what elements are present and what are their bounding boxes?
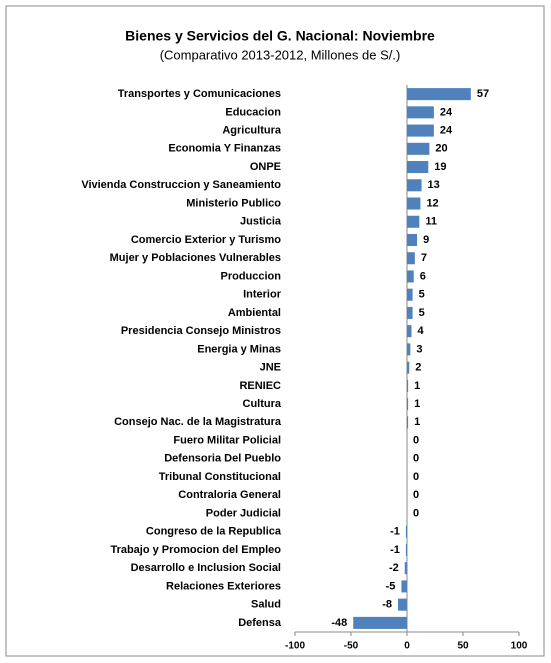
category-label: Defensa [238,617,282,629]
chart-title: Bienes y Servicios del G. Nacional: Novi… [125,28,435,44]
category-label: Interior [243,289,282,301]
bar [404,562,407,575]
bar [407,142,430,155]
value-label: 1 [414,398,420,410]
bar [407,270,414,283]
value-label: 6 [420,270,426,282]
value-label: -1 [390,526,400,538]
x-tick-label: -50 [344,641,359,652]
value-label: 7 [421,252,427,264]
category-label: Ministerio Publico [186,197,281,209]
value-label: 0 [413,453,419,465]
bar [407,179,422,192]
category-label: Poder Judicial [206,507,281,519]
category-label: Fuero Militar Policial [173,434,281,446]
category-label: Transportes y Comunicaciones [118,88,281,100]
value-label: 2 [415,362,421,374]
value-label: 13 [428,179,440,191]
category-label: Desarrollo e Inclusion Social [131,562,281,574]
bar [407,161,429,174]
category-label: Justicia [240,216,282,228]
bar [353,616,407,629]
bar [407,379,409,392]
bar [407,288,413,301]
value-label: 9 [423,234,429,246]
category-label: Educacion [225,106,281,118]
category-label: Defensoria Del Pueblo [164,453,281,465]
value-label: 0 [413,471,419,483]
bar [407,325,412,338]
value-label: 1 [414,380,420,392]
category-label: Agricultura [222,124,282,136]
value-label: 57 [477,88,489,100]
category-label: Presidencia Consejo Ministros [121,325,281,337]
bar [407,106,434,119]
bar [407,252,415,265]
bar [398,598,407,611]
category-label: Consejo Nac. de la Magistratura [114,416,282,428]
category-label: Tribunal Constitucional [159,471,281,483]
category-label: RENIEC [239,380,281,392]
category-label: Energia y Minas [197,343,281,355]
category-label: Relaciones Exteriores [166,580,281,592]
value-label: -2 [389,562,399,574]
value-label: -1 [390,544,400,556]
x-tick-label: 50 [457,641,469,652]
x-tick-label: 0 [404,641,410,652]
value-label: 24 [440,106,453,118]
category-label: Mujer y Poblaciones Vulnerables [110,252,281,264]
bar [407,233,418,247]
category-label: Contraloria General [178,489,281,501]
category-label: Congreso de la Republica [146,526,282,538]
bar [407,197,421,210]
bar [405,543,407,556]
x-tick-label: 100 [511,641,528,652]
category-label: Produccion [220,270,281,282]
value-label: 0 [413,507,419,519]
chart-subtitle: (Comparativo 2013-2012, Millones de S/.) [160,47,401,62]
value-label: 11 [425,216,437,228]
value-label: 19 [434,161,446,173]
bar [407,88,471,101]
category-label: Ambiental [228,307,281,319]
value-label: -5 [386,580,396,592]
value-label: -48 [331,617,347,629]
bar [407,343,411,356]
value-label: 5 [419,307,425,319]
category-label: JNE [260,362,281,374]
value-label: 0 [413,434,419,446]
bar [407,361,410,374]
category-label: Salud [251,599,281,611]
bar [407,306,413,319]
category-label: Cultura [243,398,282,410]
bar [405,525,407,538]
value-label: 1 [414,416,420,428]
value-label: 24 [440,124,453,136]
category-label: Trabajo y Promocion del Empleo [110,544,281,556]
bar [407,215,420,228]
bar [407,416,409,429]
value-label: 12 [426,197,438,209]
category-label: Comercio Exterior y Turismo [131,234,281,246]
value-label: 4 [417,325,424,337]
chart-frame [5,5,545,657]
value-label: 3 [416,343,422,355]
bar [401,580,407,593]
bar [407,124,434,137]
x-tick-label: -100 [285,641,305,652]
value-label: 20 [435,143,447,155]
category-label: Economia Y Finanzas [168,143,281,155]
bar [407,398,409,411]
value-label: -8 [382,599,392,611]
value-label: 5 [419,289,425,301]
category-label: Vivienda Construccion y Saneamiento [81,179,281,191]
category-label: ONPE [250,161,281,173]
value-label: 0 [413,489,419,501]
